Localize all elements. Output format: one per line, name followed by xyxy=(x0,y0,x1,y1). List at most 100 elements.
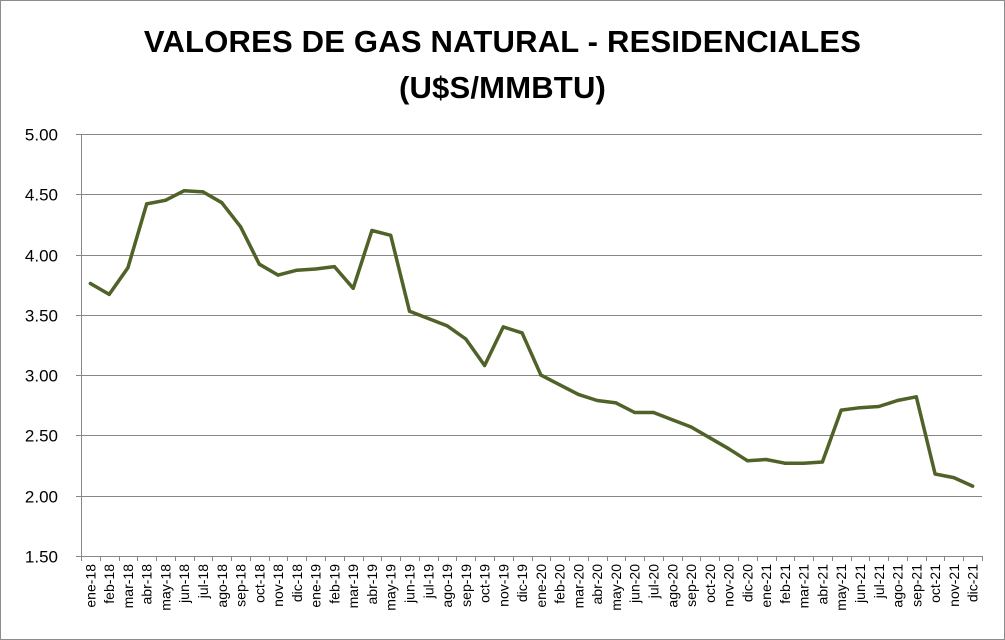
x-tick-label: feb-20 xyxy=(552,564,568,604)
x-tick-label: jul-19 xyxy=(420,564,436,599)
x-tick-label: ago-20 xyxy=(664,564,680,608)
x-tick-label: mar-18 xyxy=(120,564,136,609)
data-point xyxy=(332,265,336,269)
x-tick-label: feb-19 xyxy=(326,564,342,604)
data-point xyxy=(689,425,693,429)
x-tick-label: nov-19 xyxy=(495,564,511,607)
data-point xyxy=(633,410,637,415)
x-tick-label: abr-19 xyxy=(364,564,380,605)
data-point xyxy=(107,292,111,296)
x-tick-label: jul-20 xyxy=(646,564,662,599)
data-point xyxy=(407,309,412,313)
data-point xyxy=(745,459,750,463)
x-tick-label: ene-19 xyxy=(308,564,324,608)
data-point xyxy=(877,404,881,409)
x-tick-label: jun-20 xyxy=(627,564,643,604)
gridlines xyxy=(81,134,982,497)
series-group xyxy=(88,188,975,488)
x-tick-label: ago-21 xyxy=(890,564,906,608)
x-tick-label: mar-21 xyxy=(796,564,812,609)
y-tick-label: 4.50 xyxy=(25,186,58,205)
data-point xyxy=(595,398,599,403)
data-point xyxy=(314,267,318,271)
x-tick-label: oct-21 xyxy=(927,564,943,603)
data-point xyxy=(220,201,224,205)
data-point xyxy=(426,316,430,321)
x-tick-label: ene-20 xyxy=(533,564,549,608)
x-tick-label: may-21 xyxy=(833,564,849,611)
x-axis-labels: ene-18 feb-18 mar-18 abr-18 may-18 jun-18 jul-… xyxy=(82,564,980,611)
x-tick-label: feb-21 xyxy=(777,564,793,604)
x-tick-label: sep-18 xyxy=(233,564,249,607)
data-point xyxy=(370,228,374,233)
x-tick-label: ago-19 xyxy=(439,564,455,608)
x-tick-label: nov-20 xyxy=(721,564,737,607)
data-point xyxy=(576,392,581,396)
axes xyxy=(76,134,983,561)
y-axis-labels: 1.50 2.00 2.50 3.00 3.50 4.00 4.50 5.00 xyxy=(25,126,58,567)
data-point xyxy=(276,273,280,277)
y-tick-label: 2.00 xyxy=(25,488,58,507)
chart-subtitle: (U$S/MMBTU) xyxy=(398,70,607,105)
x-tick-label: feb-18 xyxy=(101,564,117,604)
data-point xyxy=(670,418,674,422)
data-point xyxy=(895,398,900,403)
data-point xyxy=(708,436,712,440)
x-tick-label: oct-19 xyxy=(477,564,493,603)
data-point xyxy=(445,324,449,328)
x-tick-label: sep-21 xyxy=(908,564,924,607)
x-tick-label: jun-18 xyxy=(176,564,192,604)
x-tick-label: mar-19 xyxy=(345,564,361,609)
data-point xyxy=(464,337,468,341)
x-tick-label: nov-18 xyxy=(270,564,286,607)
y-tick-label: 5.00 xyxy=(25,126,58,145)
x-tick-label: dic-18 xyxy=(289,564,305,602)
data-point xyxy=(914,395,918,399)
y-tick-label: 3.00 xyxy=(25,367,58,386)
y-tick-label: 1.50 xyxy=(25,548,58,567)
data-point xyxy=(971,484,975,488)
data-point xyxy=(651,410,656,415)
x-tick-label: dic-20 xyxy=(739,564,755,602)
data-point xyxy=(126,266,130,270)
chart-title: VALORES DE GAS NATURAL - RESIDENCIALES xyxy=(143,24,862,59)
data-point xyxy=(764,457,768,462)
data-point xyxy=(257,262,261,266)
data-point xyxy=(201,190,205,194)
x-tick-label: jun-19 xyxy=(401,564,417,604)
x-tick-label: abr-21 xyxy=(814,564,830,605)
data-point xyxy=(88,281,92,286)
x-tick-label: may-20 xyxy=(608,564,624,611)
data-point xyxy=(539,373,543,377)
data-point xyxy=(614,401,618,405)
x-tick-label: ene-18 xyxy=(82,564,98,608)
data-point xyxy=(858,406,862,410)
data-point xyxy=(520,331,524,335)
x-tick-label: ene-21 xyxy=(758,564,774,608)
data-point xyxy=(182,189,186,193)
data-point xyxy=(295,268,299,272)
data-point xyxy=(483,363,487,368)
x-tick-label: sep-20 xyxy=(683,564,699,607)
x-tick-label: oct-18 xyxy=(251,564,267,603)
x-tick-label: may-19 xyxy=(383,564,399,611)
data-point xyxy=(558,383,562,387)
y-tick-label: 3.50 xyxy=(25,307,58,326)
data-point xyxy=(145,202,149,206)
x-tick-label: may-18 xyxy=(157,564,173,611)
x-tick-label: jul-18 xyxy=(195,564,211,599)
x-tick-label: nov-21 xyxy=(946,564,962,607)
x-tick-label: jun-21 xyxy=(852,564,868,604)
series-line xyxy=(88,188,975,488)
x-tick-label: abr-18 xyxy=(139,564,155,605)
x-tick-label: abr-20 xyxy=(589,564,605,605)
data-point xyxy=(351,286,355,290)
data-point xyxy=(952,476,956,480)
data-point xyxy=(820,460,825,464)
x-tick-label: oct-20 xyxy=(702,564,718,603)
data-point xyxy=(163,198,168,202)
x-tick-label: dic-19 xyxy=(514,564,530,602)
x-tick-label: ago-18 xyxy=(214,564,230,608)
